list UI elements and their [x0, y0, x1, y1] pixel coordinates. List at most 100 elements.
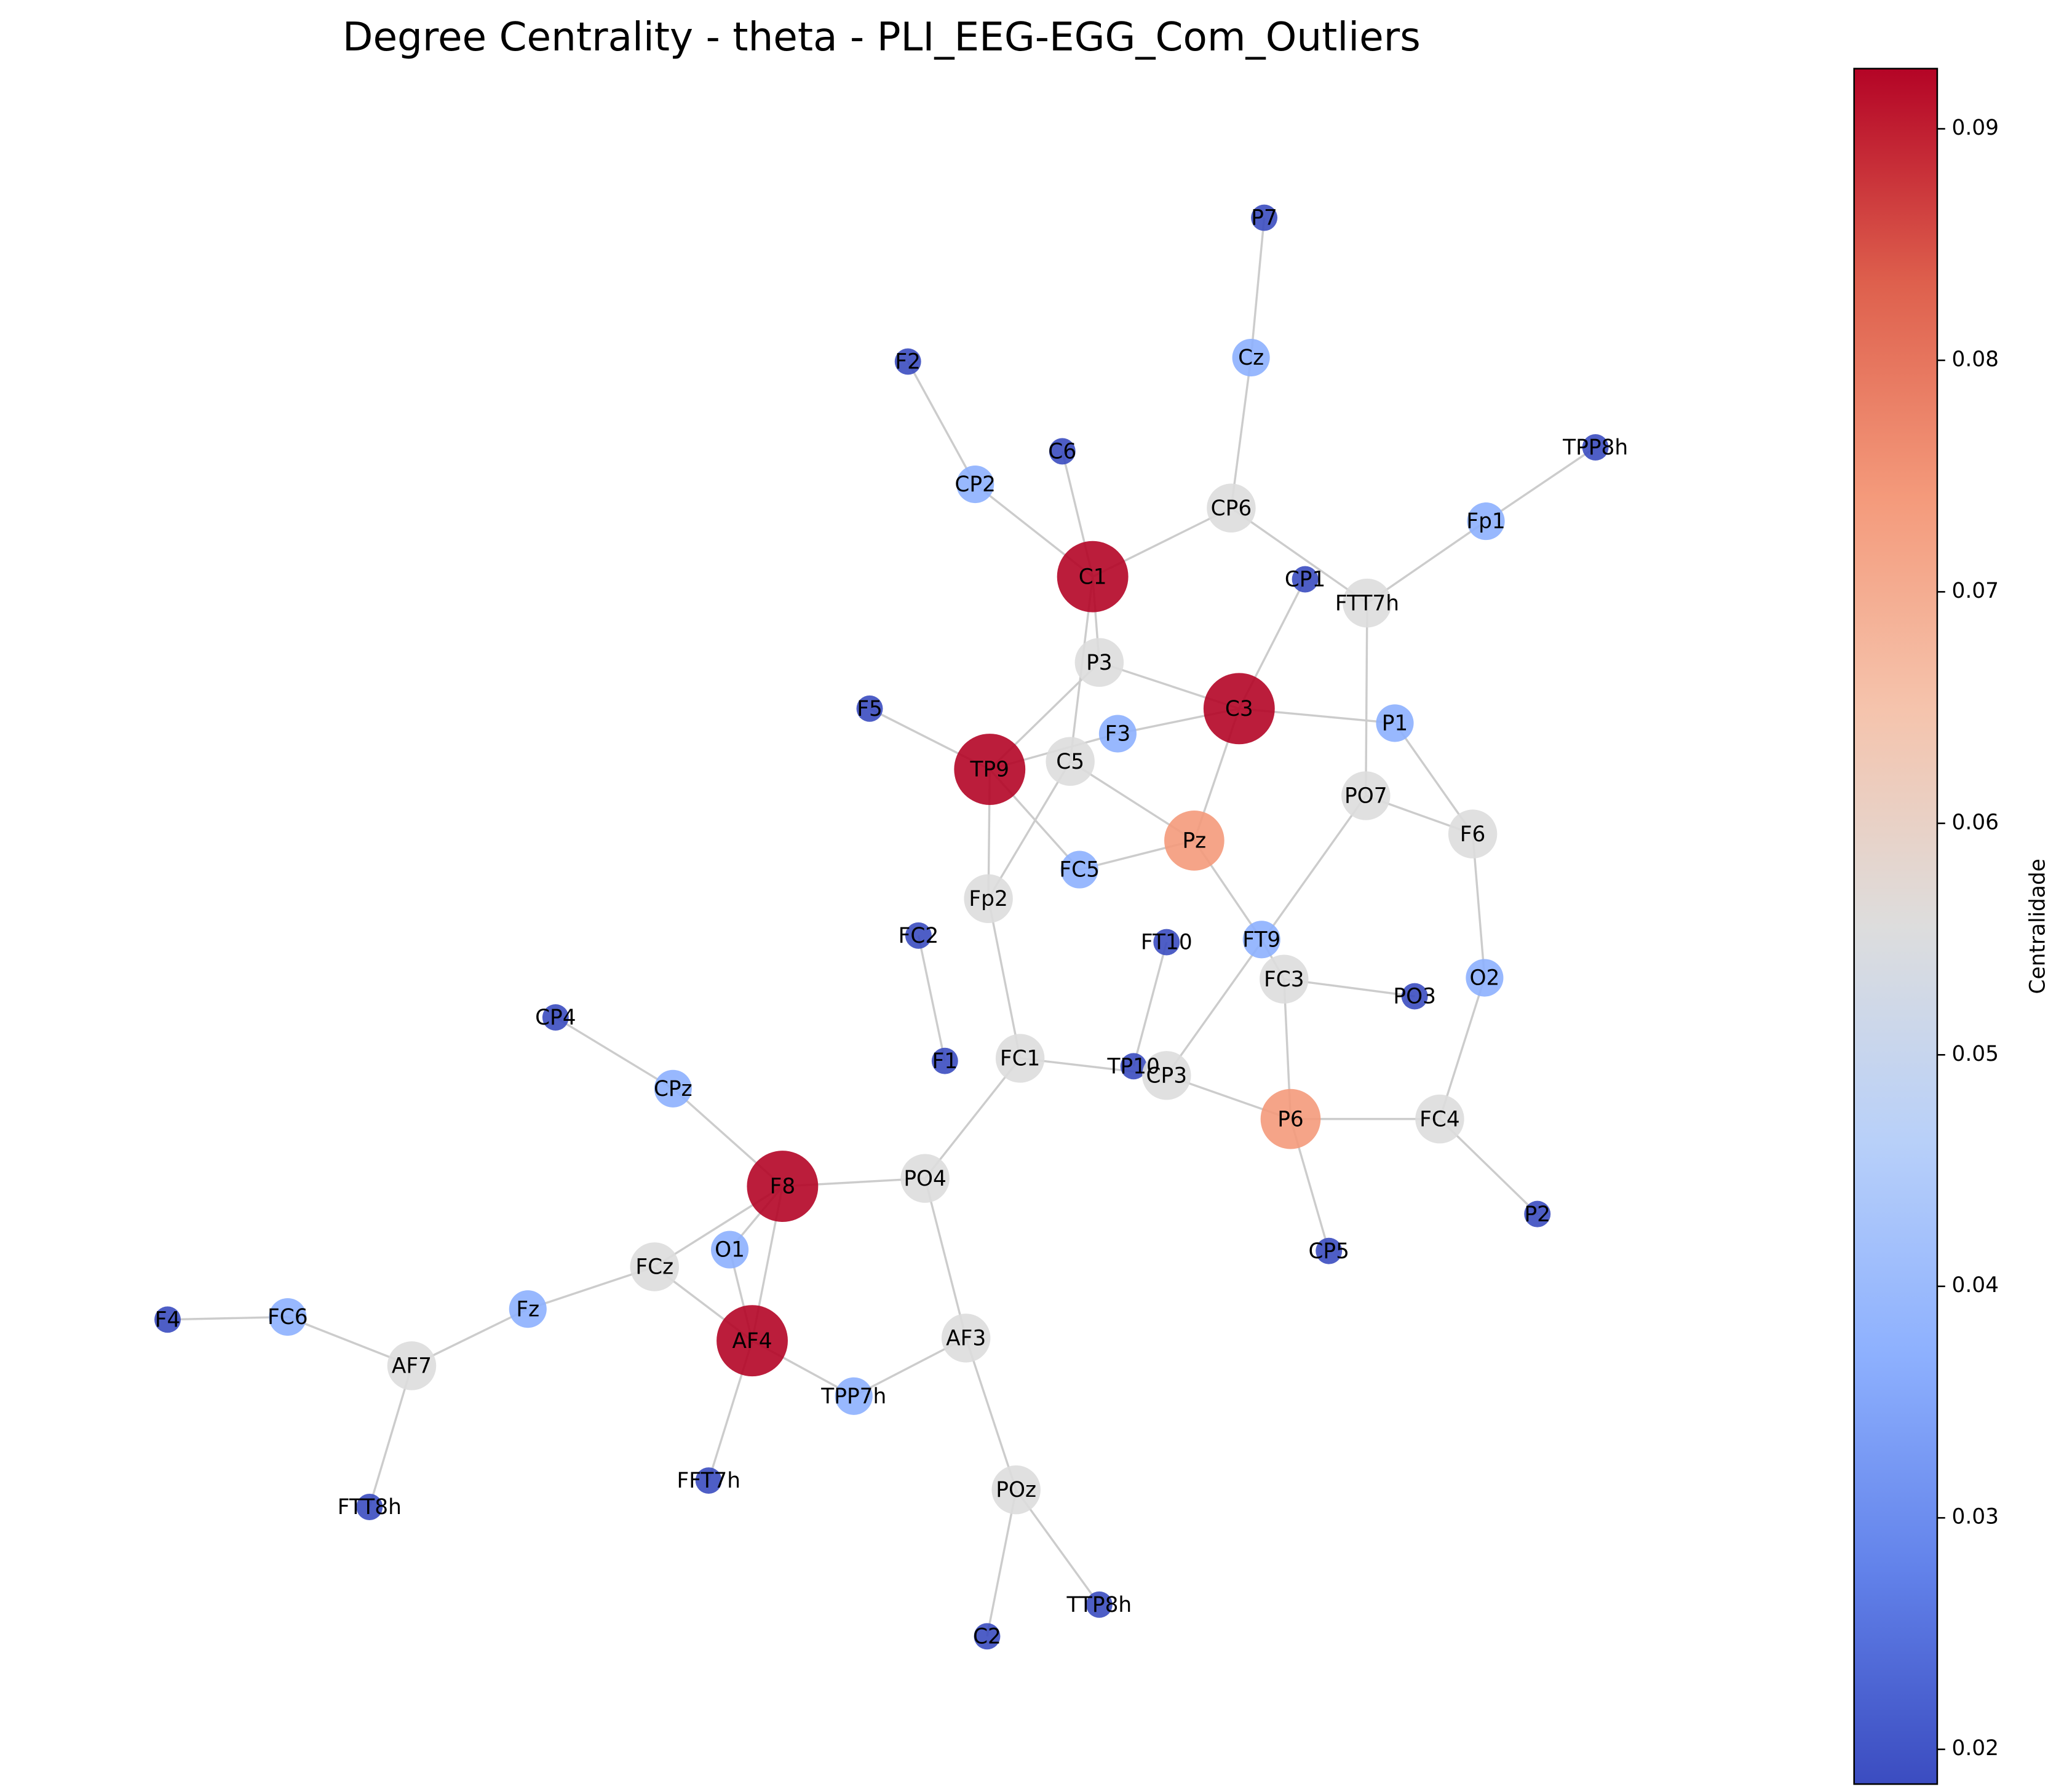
- node: [1142, 1051, 1191, 1100]
- edge: [986, 1489, 1017, 1637]
- node-label: C6: [1048, 440, 1076, 464]
- node-label: C3: [1225, 697, 1253, 721]
- node: [1098, 715, 1137, 753]
- node-label: Fp1: [1466, 509, 1505, 534]
- node: [695, 1467, 722, 1494]
- node: [964, 874, 1013, 924]
- node: [1466, 959, 1504, 997]
- node-label: TP10: [1106, 1054, 1159, 1079]
- edge: [924, 1057, 1021, 1179]
- node-label: TPP8h: [1562, 435, 1628, 460]
- node-label: PO7: [1344, 784, 1387, 809]
- node: [1164, 811, 1224, 871]
- node-label: POz: [996, 1478, 1036, 1502]
- node-label: FC3: [1264, 967, 1304, 992]
- node-label: CP3: [1146, 1063, 1188, 1088]
- colorbar-tick-label: 0.07: [1951, 579, 1998, 603]
- node-label: TPP7h: [820, 1384, 886, 1409]
- node-label: CP1: [1285, 568, 1326, 592]
- node: [654, 1069, 692, 1108]
- edge: [987, 761, 1071, 900]
- node: [1232, 338, 1270, 377]
- node: [991, 1465, 1041, 1515]
- chart-title: Degree Centrality - theta - PLI_EEG-EGG_…: [343, 14, 1421, 60]
- node: [1120, 1053, 1147, 1080]
- edge: [1230, 507, 1368, 605]
- node-label: FC6: [268, 1305, 308, 1330]
- node: [1057, 541, 1129, 613]
- node: [835, 1377, 873, 1415]
- node-label: C2: [973, 1624, 1001, 1649]
- node: [1242, 921, 1280, 959]
- node-label: CP2: [955, 472, 996, 497]
- colorbar-tick-label: 0.03: [1951, 1505, 1998, 1529]
- colorbar-tick-label: 0.02: [1951, 1736, 1998, 1761]
- colorbar-tick-label: 0.04: [1951, 1273, 1998, 1298]
- node-label: CPz: [654, 1077, 693, 1101]
- edge: [965, 1338, 1017, 1491]
- node: [1292, 566, 1319, 593]
- node: [931, 1047, 958, 1074]
- node: [509, 1290, 547, 1328]
- node-label: P7: [1251, 206, 1277, 231]
- node-label: Fp2: [969, 887, 1007, 911]
- node-label: FC5: [1059, 858, 1100, 882]
- node: [716, 1305, 788, 1377]
- node-label: CP6: [1211, 496, 1252, 521]
- node: [1060, 850, 1098, 889]
- edge: [1132, 942, 1168, 1067]
- node-label: F3: [1105, 722, 1131, 747]
- edge: [1439, 977, 1486, 1120]
- node: [1343, 578, 1392, 628]
- node: [1341, 771, 1391, 820]
- node: [1524, 1200, 1551, 1227]
- node-label: P1: [1382, 712, 1408, 736]
- node-label: FC4: [1419, 1107, 1460, 1132]
- edge: [987, 898, 1022, 1059]
- edge: [1365, 603, 1368, 796]
- node-label: FCz: [635, 1255, 673, 1280]
- node-label: Fz: [516, 1297, 539, 1322]
- node: [1049, 438, 1076, 465]
- node-label: F8: [770, 1175, 796, 1199]
- colorbar-label: Centralidade: [2026, 858, 2050, 994]
- node-label: F4: [155, 1307, 181, 1332]
- edge: [167, 1315, 288, 1321]
- edge: [555, 1016, 674, 1090]
- node-label: FTT7h: [1335, 591, 1399, 616]
- node: [1086, 1591, 1113, 1618]
- edge: [924, 1178, 967, 1339]
- node-label: O1: [715, 1238, 745, 1263]
- colorbar-tick-label: 0.05: [1951, 1042, 1998, 1066]
- edge: [1230, 357, 1252, 509]
- node-label: F5: [857, 697, 883, 721]
- node-label: FC2: [899, 924, 939, 948]
- node: [1260, 1088, 1321, 1149]
- node: [356, 1494, 383, 1520]
- node: [1074, 638, 1124, 687]
- node: [1260, 954, 1309, 1004]
- node-label: PO4: [903, 1167, 947, 1191]
- node: [711, 1231, 749, 1269]
- node-label: FT9: [1242, 927, 1280, 952]
- node: [1448, 809, 1498, 858]
- node-label: AF4: [732, 1329, 772, 1354]
- colorbar: [1853, 68, 1939, 1785]
- node-label: F1: [932, 1049, 958, 1074]
- node-label: CP5: [1308, 1239, 1349, 1264]
- node: [542, 1004, 569, 1031]
- node-label: F6: [1460, 822, 1486, 847]
- node: [1153, 929, 1180, 956]
- node-label: AF7: [392, 1354, 432, 1379]
- node-label: P6: [1277, 1107, 1304, 1132]
- node-label: C5: [1056, 750, 1084, 774]
- node: [1316, 1237, 1343, 1264]
- node: [1046, 737, 1095, 786]
- node-label: P2: [1524, 1202, 1550, 1227]
- node-label: P3: [1086, 651, 1113, 675]
- node-label: O2: [1469, 966, 1499, 991]
- edge: [917, 935, 947, 1061]
- edge: [907, 361, 977, 485]
- node: [1203, 673, 1275, 745]
